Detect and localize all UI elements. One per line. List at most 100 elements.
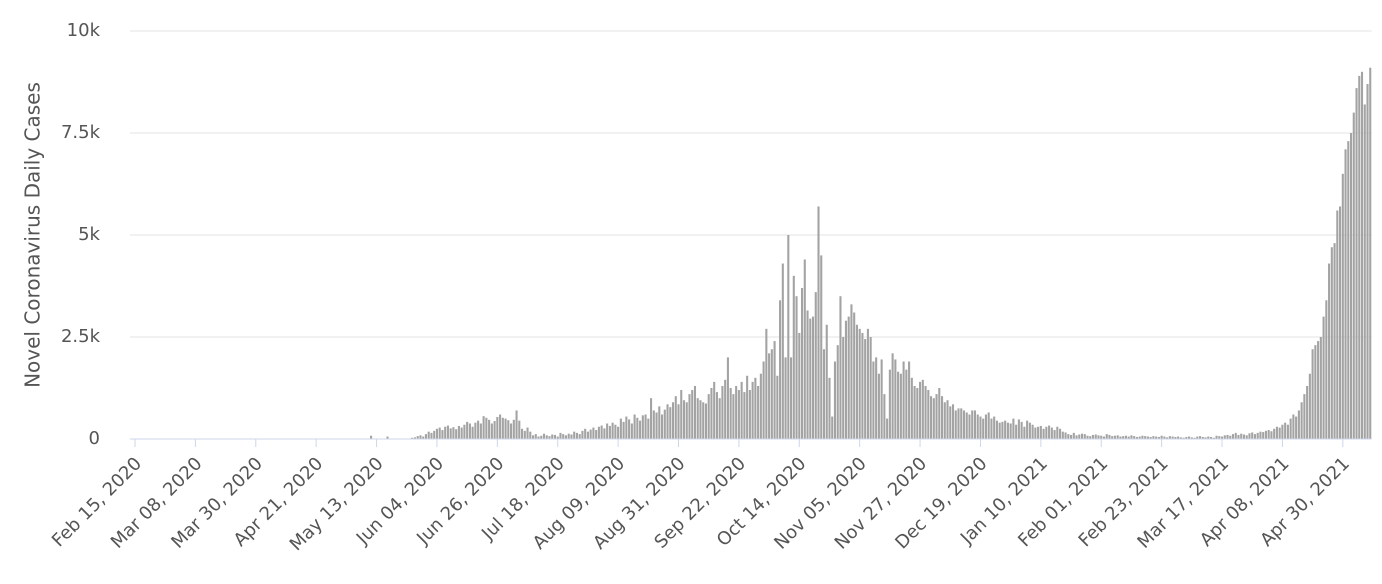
bar [671,402,675,439]
bar [932,398,935,439]
y-tick-label: 2.5k [61,326,101,347]
bar [537,436,540,439]
bar [1152,436,1155,439]
bar [534,434,537,439]
bar [531,435,535,439]
bar [776,375,779,439]
bar [899,373,902,439]
bar [578,434,581,439]
bar [655,412,658,439]
bar [1174,436,1177,439]
bar [658,406,661,439]
bar [477,420,480,439]
bar [688,394,691,439]
bar [842,337,845,439]
bar [1091,434,1095,439]
bar [935,394,938,439]
bar [1281,424,1284,439]
bar [1352,112,1355,439]
bar [411,437,414,439]
bar [1130,435,1133,439]
bar [748,390,751,439]
bar [1190,437,1193,439]
bar [542,433,546,439]
bar [446,425,449,439]
bar [529,431,532,439]
bar [641,415,644,439]
bar [622,421,625,439]
bar [1064,432,1067,439]
bar [971,410,974,439]
bar [798,332,801,439]
bar [1196,436,1199,439]
bar [680,390,683,439]
bar [553,434,557,439]
bar [1105,434,1108,439]
bar [575,432,578,439]
bar [718,398,721,439]
bar [781,263,784,439]
bar [1070,434,1073,439]
bar [894,359,897,439]
bar [600,425,603,439]
bar [1328,263,1331,439]
bar [954,410,957,439]
bar [965,412,968,439]
bar [1061,431,1064,439]
bar [938,388,941,439]
bar [504,418,507,439]
bar [803,259,806,439]
bar [1355,88,1358,440]
bar [943,402,946,439]
bar [817,206,820,439]
bar [518,420,521,439]
bar [370,435,373,439]
bar [1207,436,1210,439]
bar [1273,428,1276,439]
bar [968,414,971,439]
bar [1119,436,1122,439]
bar [1215,435,1218,439]
bar [424,434,428,439]
bar [507,420,510,439]
bar [861,332,864,439]
bar [757,385,760,439]
bar [589,429,592,439]
bar [1094,434,1097,439]
bar [597,426,600,439]
bar [751,381,754,439]
bar [1157,436,1160,439]
bar [888,369,891,439]
bar [724,379,727,439]
bar [1369,67,1372,439]
bar [1053,430,1056,439]
bar [762,361,765,439]
bar [466,421,469,439]
bar [740,381,743,439]
bar [586,431,589,439]
bar [880,359,883,439]
bar [1149,436,1152,439]
bar [644,414,647,439]
bar [1218,436,1221,439]
bar [540,435,543,439]
bar [1248,433,1251,439]
bar [853,312,856,439]
bar [847,316,850,439]
bar [825,324,828,439]
bar [1067,434,1070,439]
bar [800,288,804,439]
bar [1138,436,1141,439]
bar [660,414,664,439]
bar [438,427,441,439]
bar [1253,434,1257,439]
bar [617,426,620,439]
bar [809,318,812,439]
bar [457,425,460,439]
bar [545,435,548,439]
bar [699,400,702,439]
bar [828,377,831,439]
bar [869,337,872,439]
bar [611,422,614,439]
bar [913,385,916,439]
